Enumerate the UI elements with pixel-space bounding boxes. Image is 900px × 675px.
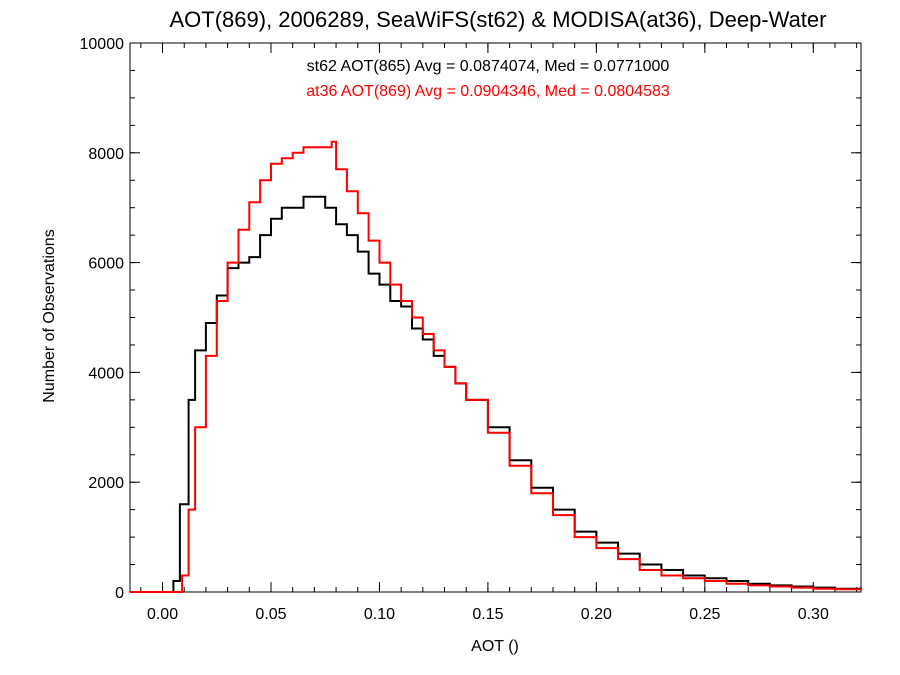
y-tick-label: 0 <box>115 585 124 602</box>
y-tick-label: 8000 <box>88 146 124 163</box>
x-tick-label: 0.05 <box>255 606 286 623</box>
series-layer <box>130 140 862 593</box>
st62-histogram-line <box>130 195 862 593</box>
st62-stats-annotation: st62 AOT(865) Avg = 0.0874074, Med = 0.0… <box>307 58 670 75</box>
at36-histogram-line <box>130 140 862 593</box>
x-axis-label: AOT () <box>471 638 519 655</box>
chart-title: AOT(869), 2006289, SeaWiFS(st62) & MODIS… <box>170 7 827 32</box>
x-tick-label: 0.00 <box>147 606 178 623</box>
y-tick-label: 4000 <box>88 365 124 382</box>
x-tick-label: 0.10 <box>364 606 395 623</box>
x-tick-label: 0.20 <box>581 606 612 623</box>
at36-stats-annotation: at36 AOT(869) Avg = 0.0904346, Med = 0.0… <box>306 83 670 100</box>
y-axis-label: Number of Observations <box>41 229 58 402</box>
y-tick-label: 6000 <box>88 256 124 273</box>
plot-frame <box>129 42 862 593</box>
x-tick-label: 0.30 <box>798 606 829 623</box>
y-tick-label: 2000 <box>88 475 124 492</box>
y-tick-label: 10000 <box>80 36 125 53</box>
x-axis: 0.00 0.05 0.10 0.15 0.20 0.25 0.30 <box>140 43 858 623</box>
x-tick-label: 0.15 <box>472 606 503 623</box>
x-tick-label: 0.25 <box>689 606 720 623</box>
y-axis: 0 2000 4000 6000 8000 10000 <box>80 36 861 602</box>
